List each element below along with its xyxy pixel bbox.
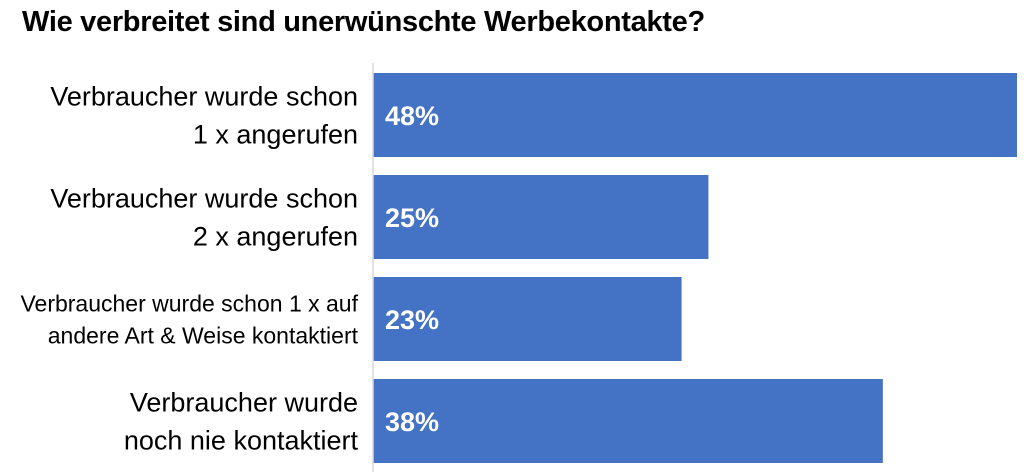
bar	[373, 175, 709, 259]
chart-title: Wie verbreitet sind unerwünschte Werbeko…	[22, 6, 705, 38]
bar	[373, 379, 883, 463]
data-label: 38%	[385, 407, 439, 437]
data-label: 25%	[385, 203, 439, 233]
category-label: 1 x angerufen	[193, 120, 358, 150]
data-label: 48%	[385, 101, 439, 131]
bar	[373, 277, 682, 361]
category-label: Verbraucher wurde schon 1 x auf	[20, 290, 358, 316]
category-label: noch nie kontaktiert	[124, 426, 359, 456]
category-label: Verbraucher wurde schon	[50, 82, 358, 112]
category-label: andere Art & Weise kontaktiert	[48, 322, 359, 348]
category-label: 2 x angerufen	[193, 222, 358, 252]
category-label: Verbraucher wurde schon	[50, 184, 358, 214]
data-label: 23%	[385, 305, 439, 335]
bar	[373, 73, 1017, 157]
category-label: Verbraucher wurde	[130, 388, 358, 418]
